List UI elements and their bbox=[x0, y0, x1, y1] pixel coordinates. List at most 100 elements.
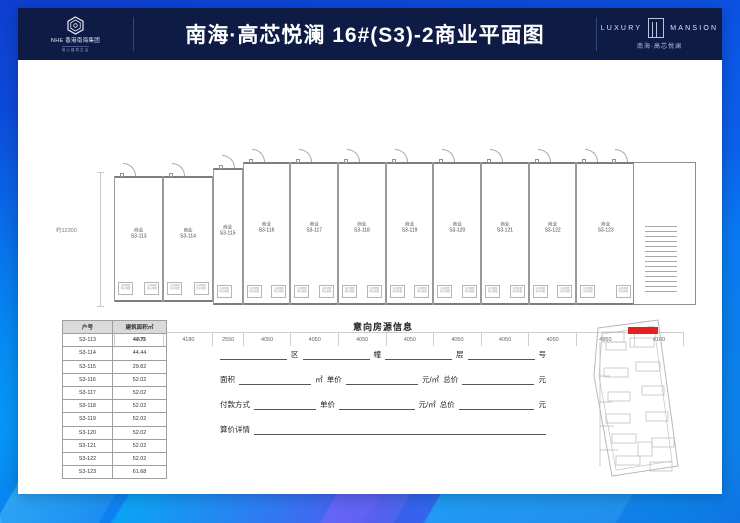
exterior-wall-top bbox=[291, 162, 338, 164]
unit-yuan-per-sqm-2: 元/㎡ bbox=[418, 400, 436, 409]
plan-annotation-box: 洁具预留 排水预留 bbox=[557, 285, 573, 298]
exterior-wall-bottom bbox=[577, 303, 634, 305]
exterior-wall-top bbox=[164, 176, 212, 178]
floor-plan-unit-s3-119[interactable]: 商业 S3-119 洁具预留 排水预留 洁具预留 排水预留 bbox=[385, 149, 434, 305]
label-price-details: 算价详情 bbox=[220, 425, 250, 434]
plan-annotation-box: 洁具预留 排水预留 bbox=[532, 285, 548, 298]
floor-plan-unit-s3-122[interactable]: 商业 S3-122 洁具预留 排水预留 洁具预留 排水预留 bbox=[528, 149, 577, 305]
door-swing-symbol bbox=[347, 149, 361, 162]
floor-input[interactable] bbox=[385, 351, 452, 360]
label-payment-method: 付款方式 bbox=[220, 400, 250, 409]
total-price-input-2[interactable] bbox=[458, 401, 535, 410]
site-map[interactable] bbox=[588, 316, 684, 481]
table-row: S3-120 52.02 bbox=[62, 425, 168, 440]
plan-annotation-box: 洁具预留 排水预留 bbox=[246, 285, 262, 298]
mansion-word: MANSION bbox=[670, 24, 719, 32]
plan-annotation-box: 洁具预留 排水预留 bbox=[615, 285, 631, 298]
cell-unit-code: S3-113 bbox=[62, 333, 113, 348]
exterior-wall-top bbox=[243, 162, 290, 164]
exterior-wall-bottom bbox=[164, 300, 212, 302]
luxury-word: LUXURY bbox=[600, 24, 643, 32]
exterior-wall-top bbox=[386, 162, 433, 164]
exterior-wall-bottom bbox=[243, 303, 290, 305]
label-district: 区 bbox=[291, 350, 299, 359]
unit-code: S3-123 bbox=[597, 227, 614, 234]
company-logo-left: NHE 香港南海集团 用心建筑生活 bbox=[18, 8, 133, 60]
area-input[interactable] bbox=[239, 376, 312, 385]
dimension-segment: 4050 bbox=[482, 333, 530, 346]
building-input[interactable] bbox=[302, 351, 370, 360]
floor-plan-unit-s3-113[interactable]: 商业 S3-113 洁具预留 排水预留 洁具预留 排水预留 bbox=[114, 163, 164, 302]
unit-type: 商业 bbox=[500, 221, 510, 227]
dimension-segment: 4050 bbox=[434, 333, 482, 346]
floor-plan-unit-s3-114[interactable]: 商业 S3-114 洁具预留 排水预留 洁具预留 排水预留 bbox=[163, 163, 213, 302]
cell-area: 44.44 bbox=[111, 346, 168, 361]
exterior-wall-top bbox=[577, 162, 634, 164]
table-row: S3-118 52.02 bbox=[62, 399, 168, 414]
unit-price-input-2[interactable] bbox=[338, 401, 415, 410]
column-symbol bbox=[534, 159, 539, 163]
plan-annotation-box: 洁具预留 排水预留 bbox=[366, 285, 382, 298]
floor-plan-unit-s3-117[interactable]: 商业 S3-117 洁具预留 排水预留 洁具预留 排水预留 bbox=[290, 149, 339, 305]
label-unit-price-2: 单价 bbox=[319, 400, 335, 409]
column-header-1: 建筑面积㎡ bbox=[111, 319, 168, 335]
floor-plan-unit-s3-118[interactable]: 商业 S3-118 洁具预留 排水预留 洁具预留 排水预留 bbox=[338, 149, 386, 305]
unit-code: S3-115 bbox=[219, 230, 236, 237]
plan-annotation-box: 洁具预留 排水预留 bbox=[342, 285, 358, 298]
door-swing-symbol bbox=[251, 149, 265, 162]
dimension-segment: 2550 bbox=[213, 333, 244, 346]
total-price-input[interactable] bbox=[462, 376, 535, 385]
column-symbol bbox=[582, 159, 587, 163]
plan-annotation-box: 洁具预留 排水预留 bbox=[167, 282, 183, 295]
floor-plan-unit-s3-123[interactable]: 商业 S3-123 洁具预留 排水预留 洁具预留 排水预留 bbox=[576, 149, 635, 305]
plan-annotation-box: 洁具预留 排水预留 bbox=[414, 285, 430, 298]
cell-unit-code: S3-116 bbox=[62, 372, 113, 387]
form-row-payment: 付款方式 单价 元/㎡ 总价 元 bbox=[218, 399, 548, 410]
unit-type: 商业 bbox=[548, 221, 558, 227]
unit-code: S3-113 bbox=[130, 233, 147, 240]
floor-plan-unit-s3-121[interactable]: 商业 S3-121 洁具预留 排水预留 洁具预留 排水预留 bbox=[481, 149, 529, 305]
vertical-dimension-label: 约12300 bbox=[56, 228, 77, 234]
unit-label: 商业 S3-118 bbox=[339, 220, 385, 235]
plan-annotation-box: 洁具预留 排水预留 bbox=[144, 282, 160, 295]
unit-price-input[interactable] bbox=[345, 376, 419, 385]
cell-area: 61.68 bbox=[111, 465, 168, 480]
column-symbol bbox=[248, 159, 253, 163]
plan-annotation-box: 洁具预留 排水预留 bbox=[437, 285, 453, 298]
exterior-wall-top bbox=[115, 176, 163, 178]
cell-area: 44.75 bbox=[111, 333, 168, 348]
plan-annotation-box: 洁具预留 排水预留 bbox=[118, 282, 133, 295]
district-input[interactable] bbox=[220, 351, 287, 360]
table-row: S3-117 52.02 bbox=[62, 385, 168, 401]
plan-annotation-box: 洁具预留 排水预留 bbox=[193, 282, 209, 295]
header-divider bbox=[596, 17, 597, 51]
door-swing-symbol bbox=[299, 149, 313, 162]
form-row-location: 区 幢 层 号 bbox=[218, 349, 548, 360]
table-row: S3-114 44.44 bbox=[62, 346, 168, 361]
floor-plan-area: 约12300 商业 S3-113 洁具预留 排水预留 洁具预留 排水预留 商业 S3-11… bbox=[18, 60, 722, 346]
floor-plan-unit-s3-116[interactable]: 商业 S3-116 洁具预留 排水预留 洁具预留 排水预留 bbox=[242, 149, 291, 305]
floor-plan-unit-s3-115[interactable]: 商业 S3-115 洁具预留 排水预留 bbox=[212, 155, 243, 305]
cell-unit-code: S3-121 bbox=[62, 438, 113, 453]
unit-label: 商业 S3-113 bbox=[115, 227, 162, 242]
vertical-dimension-line bbox=[97, 172, 104, 307]
floor-plan-unit-s3-120[interactable]: 商业 S3-120 洁具预留 排水预留 洁具预留 排水预留 bbox=[433, 149, 482, 305]
project-logo-right: LUXURY MANSION 南海·高芯悦澜 bbox=[597, 8, 722, 60]
column-symbol bbox=[391, 159, 396, 163]
exterior-wall-bottom bbox=[339, 303, 385, 305]
column-symbol bbox=[218, 165, 223, 169]
cell-unit-code: S3-118 bbox=[62, 399, 113, 414]
door-swing-symbol bbox=[123, 163, 136, 176]
unit-label: 商业 S3-116 bbox=[244, 220, 290, 235]
form-row-area-price: 面积 ㎡ 单价 元/㎡ 总价 元 bbox=[218, 374, 548, 385]
price-details-input[interactable] bbox=[254, 426, 546, 435]
door-swing-symbol bbox=[585, 149, 599, 162]
unit-label: 商业 S3-119 bbox=[387, 220, 433, 235]
poster-card: NHE 香港南海集团 用心建筑生活 南海·高芯悦澜 16#(S3)-2商业平面图… bbox=[18, 8, 722, 494]
plan-annotation-box: 洁具预留 排水预留 bbox=[319, 285, 335, 298]
cell-area: 52.02 bbox=[111, 372, 168, 387]
unit-number-input[interactable] bbox=[467, 351, 535, 360]
door-swing-symbol bbox=[490, 149, 504, 162]
mansion-mark-icon bbox=[648, 18, 665, 38]
payment-method-input[interactable] bbox=[254, 401, 316, 410]
